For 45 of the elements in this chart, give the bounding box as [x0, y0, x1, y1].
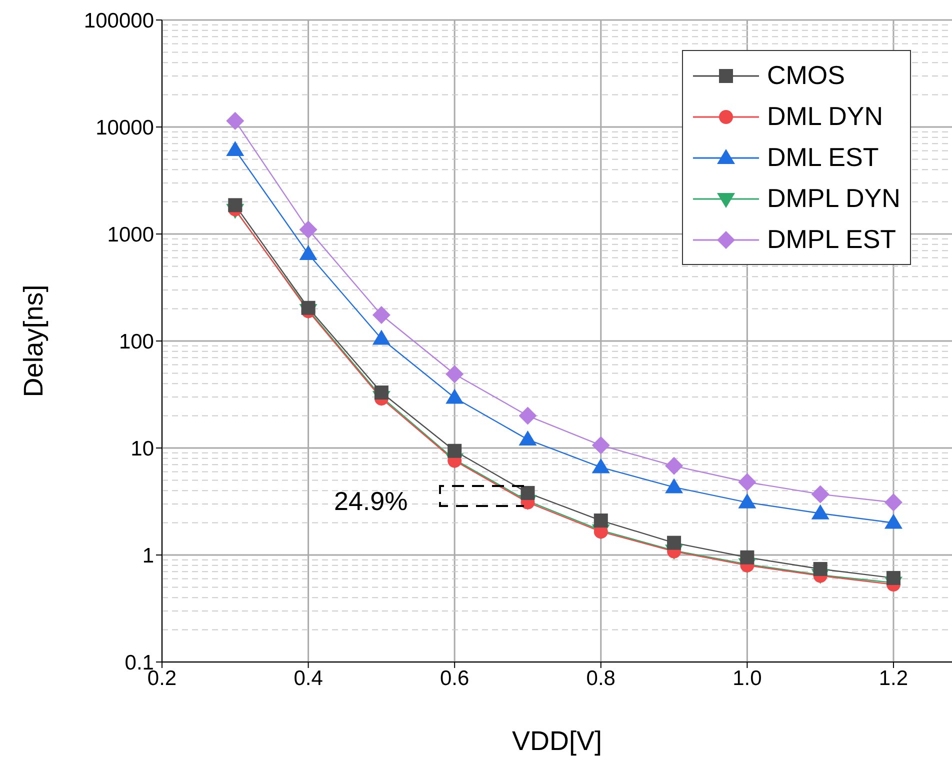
point — [740, 550, 754, 564]
point — [592, 458, 610, 474]
point — [446, 365, 464, 384]
point — [446, 388, 464, 404]
point — [518, 430, 537, 446]
point — [665, 478, 684, 494]
legend-label: DMPL EST — [767, 224, 896, 255]
point — [592, 436, 610, 454]
legend-label: CMOS — [767, 60, 845, 91]
point — [448, 444, 462, 458]
x-tick-label: 0.8 — [586, 666, 616, 690]
point — [811, 485, 830, 504]
x-tick-label: 0.4 — [294, 666, 324, 690]
point — [811, 504, 830, 520]
point — [884, 493, 902, 512]
y-axis-title: Delay[ns] — [18, 284, 49, 398]
y-tick-label: 100 — [118, 330, 154, 354]
point — [299, 245, 318, 260]
point — [594, 514, 608, 528]
point — [667, 536, 682, 550]
annotation: 24.9% — [334, 486, 408, 517]
legend-label: DML EST — [767, 142, 879, 173]
point — [518, 406, 537, 425]
point — [520, 486, 535, 500]
y-tick-label: 1 — [142, 544, 154, 568]
point — [738, 493, 756, 508]
point — [738, 473, 756, 492]
point — [813, 562, 828, 576]
x-axis-title: VDD[V] — [512, 726, 602, 756]
point — [372, 330, 390, 345]
y-tick-label: 10000 — [96, 116, 154, 140]
y-tick-label: 1000 — [107, 223, 154, 246]
point — [372, 306, 390, 324]
y-tick-label: 10 — [130, 437, 154, 460]
point — [226, 112, 244, 130]
x-tick-label: 0.6 — [440, 666, 470, 690]
x-tick-label: 1.2 — [878, 666, 908, 690]
point — [665, 456, 684, 475]
point — [226, 140, 244, 156]
legend-label: DML DYN — [767, 101, 884, 132]
point — [299, 220, 318, 239]
y-tick-label: 100000 — [84, 9, 154, 32]
point — [884, 514, 902, 529]
legend-label: DMPL DYN — [767, 183, 900, 214]
x-tick-label: 1.0 — [732, 666, 762, 690]
